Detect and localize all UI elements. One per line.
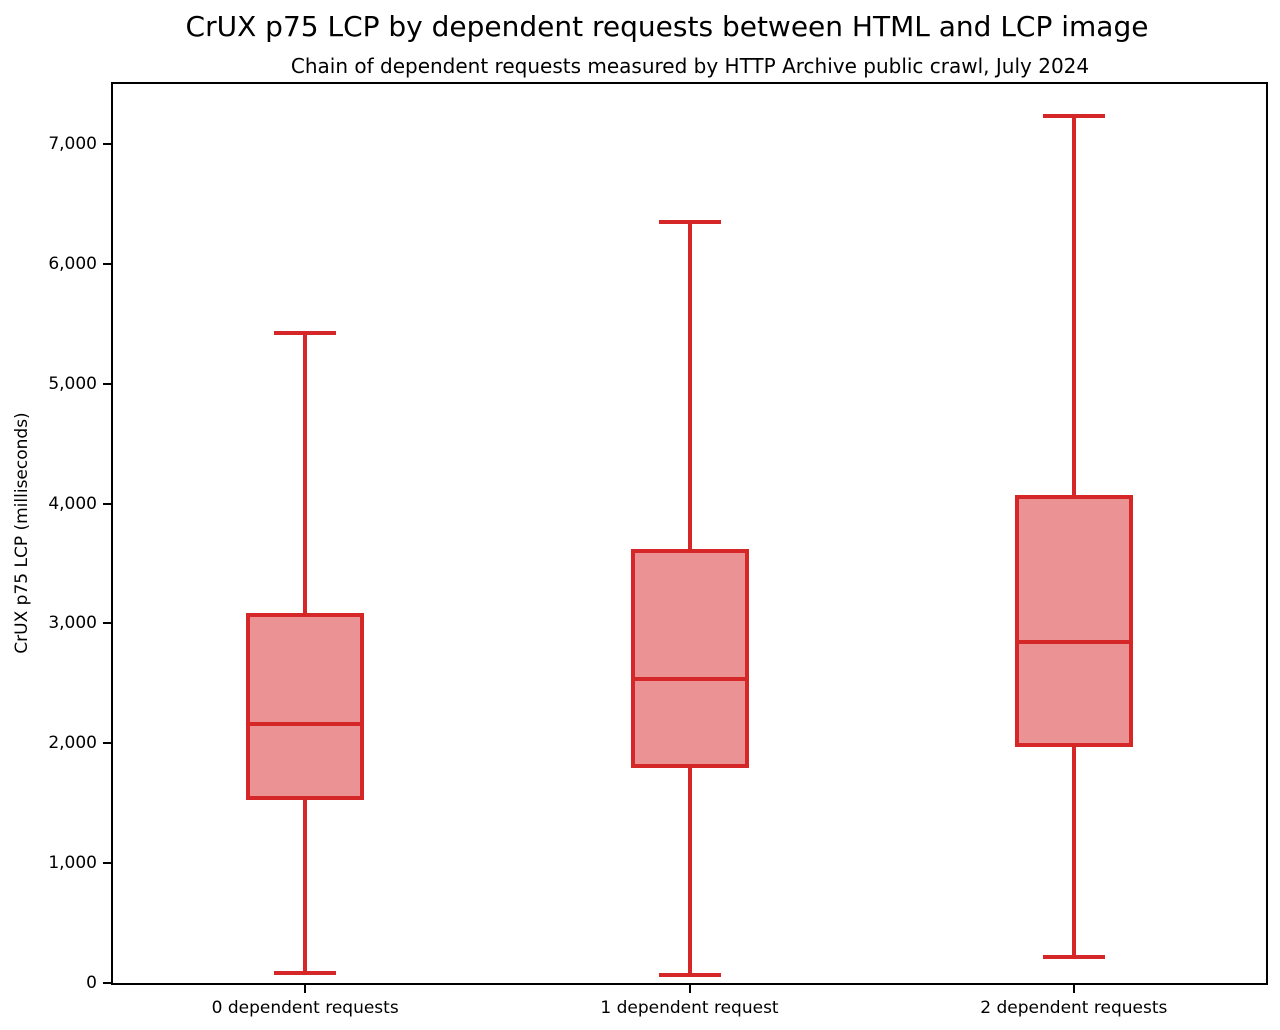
iqr-box [1014, 494, 1133, 748]
median-line [1014, 639, 1133, 644]
y-tick [103, 142, 111, 145]
whisker-upper-cap [1042, 114, 1105, 119]
y-tick-label: 5,000 [48, 373, 97, 394]
y-tick [103, 262, 111, 265]
chart-title: CrUX p75 LCP by dependent requests betwe… [185, 10, 1149, 43]
median-line [630, 676, 749, 681]
x-tick-label: 1 dependent request [600, 998, 779, 1018]
x-tick-label: 2 dependent requests [980, 998, 1168, 1018]
y-tick-label: 3,000 [48, 613, 97, 634]
iqr-box [246, 612, 365, 800]
whisker-lower-cap [658, 972, 721, 977]
median-line [246, 722, 365, 727]
y-tick [103, 862, 111, 865]
y-tick-label: 0 [86, 973, 97, 993]
whisker-lower-line [303, 799, 308, 974]
whisker-upper-line [303, 333, 308, 613]
y-tick [103, 382, 111, 385]
y-tick-label: 6,000 [48, 253, 97, 274]
y-tick-label: 2,000 [48, 733, 97, 754]
plot-area: 0 1,000 2,000 3,000 4,000 5,000 6,000 7,000 0 de… [48, 82, 1268, 1018]
x-tick [688, 985, 691, 993]
whisker-upper-line [687, 221, 692, 550]
whisker-upper-line [1071, 116, 1076, 495]
y-tick [103, 742, 111, 745]
x-tick [304, 985, 307, 993]
iqr-box [630, 549, 749, 769]
whisker-upper-cap [658, 219, 721, 224]
whisker-lower-line [1071, 747, 1076, 958]
whisker-lower-cap [1042, 955, 1105, 960]
y-tick [103, 502, 111, 505]
y-tick [103, 982, 111, 984]
y-tick-label: 7,000 [48, 133, 97, 154]
x-tick-label: 0 dependent requests [211, 998, 399, 1018]
chart-subtitle: Chain of dependent requests measured by … [290, 54, 1090, 78]
whisker-upper-cap [274, 331, 337, 336]
y-tick [103, 622, 111, 625]
y-tick-label: 1,000 [48, 853, 97, 874]
whisker-lower-cap [274, 971, 337, 976]
y-tick-label: 4,000 [48, 493, 97, 514]
whisker-lower-line [687, 768, 692, 975]
x-tick [1072, 985, 1075, 993]
